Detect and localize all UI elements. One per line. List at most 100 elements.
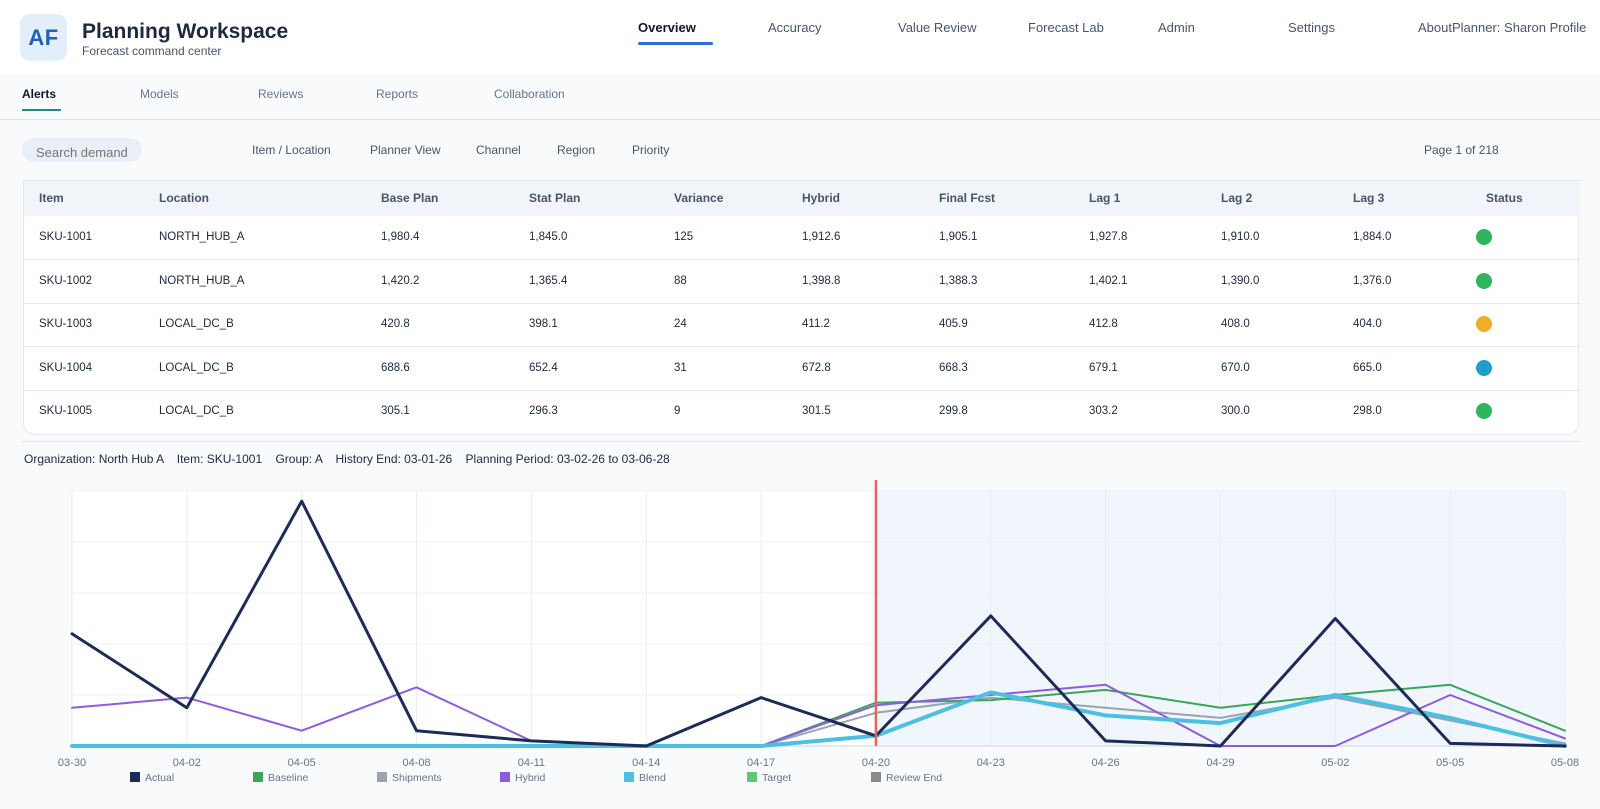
legend-swatch <box>130 772 140 782</box>
subtab-models[interactable]: Models <box>140 87 179 101</box>
table-cell: 405.9 <box>939 318 968 330</box>
x-tick-label: 03-30 <box>58 757 86 769</box>
nav-tab-forecast-lab[interactable]: Forecast Lab <box>1028 20 1104 35</box>
status-indicator <box>1476 403 1492 419</box>
table-cell: LOCAL_DC_B <box>159 318 234 330</box>
column-header[interactable]: Variance <box>674 191 724 205</box>
legend-swatch <box>253 772 263 782</box>
table-cell: 301.5 <box>802 405 831 417</box>
x-tick-label: 04-20 <box>862 757 890 769</box>
x-tick-label: 05-02 <box>1321 757 1349 769</box>
table-cell: 1,845.0 <box>529 231 568 243</box>
table-cell: SKU-1001 <box>39 231 93 243</box>
table-cell: 411.2 <box>802 318 830 330</box>
nav-tab-accuracy[interactable]: Accuracy <box>768 20 822 35</box>
table-cell: 688.6 <box>381 361 410 374</box>
table-cell: NORTH_HUB_A <box>159 231 245 243</box>
nav-tab-value-review[interactable]: Value Review <box>898 20 977 35</box>
app-subtitle: Forecast command center <box>82 44 222 58</box>
table-cell: 665.0 <box>1353 361 1382 374</box>
table-row[interactable]: SKU-1003 LOCAL_DC_B 420.8 398.1 24 411.2 405.9… <box>24 303 1580 347</box>
x-tick-label: 05-05 <box>1436 757 1464 769</box>
table-cell: LOCAL_DC_B <box>159 405 234 417</box>
nav-tab-about[interactable]: About <box>1418 20 1452 35</box>
user-profile-menu[interactable]: Planner: Sharon Profile <box>1452 20 1587 35</box>
table-cell: LOCAL_DC_B <box>159 361 234 374</box>
filter-item-location[interactable]: Item / Location <box>252 143 331 157</box>
active-subtab-indicator <box>22 109 61 111</box>
top-header: AF Planning Workspace Forecast command c… <box>0 0 1600 74</box>
legend-swatch <box>871 772 881 782</box>
nav-tab-settings[interactable]: Settings <box>1288 20 1335 35</box>
column-header[interactable]: Final Fcst <box>939 191 996 205</box>
table-cell: 1,390.0 <box>1221 274 1260 287</box>
subtab-collaboration[interactable]: Collaboration <box>494 87 565 101</box>
divider <box>22 441 1580 442</box>
table-row[interactable]: SKU-1001 NORTH_HUB_A 1,980.4 1,845.0 125 1,91… <box>24 216 1580 260</box>
x-tick-label: 04-11 <box>518 757 545 769</box>
table-cell: 31 <box>674 361 687 374</box>
x-tick-label: 04-14 <box>632 757 660 769</box>
subtab-reviews[interactable]: Reviews <box>258 87 304 101</box>
table-cell: SKU-1002 <box>39 274 93 287</box>
table-cell: 300.0 <box>1221 405 1250 417</box>
nav-tab-overview[interactable]: Overview <box>638 20 696 35</box>
x-tick-label: 04-29 <box>1206 757 1234 769</box>
legend-label: Shipments <box>392 772 442 784</box>
filter-channel[interactable]: Channel <box>476 143 521 157</box>
table-cell: 1,398.8 <box>802 274 841 287</box>
table-cell: SKU-1003 <box>39 318 93 330</box>
column-header[interactable]: Location <box>159 191 209 205</box>
table-cell: 1,980.4 <box>381 231 420 243</box>
column-header[interactable]: Item <box>39 191 64 205</box>
subtab-reports[interactable]: Reports <box>376 87 419 101</box>
column-header[interactable]: Lag 3 <box>1353 191 1385 205</box>
table-cell: 296.3 <box>529 405 558 417</box>
table-row[interactable]: SKU-1002 NORTH_HUB_A 1,420.2 1,365.4 88 1,398… <box>24 260 1580 304</box>
context-info: Organization: North Hub A Item: SKU-1001… <box>24 452 670 466</box>
column-header[interactable]: Hybrid <box>802 191 841 205</box>
x-tick-label: 04-23 <box>977 757 1005 769</box>
x-tick-label: 04-02 <box>173 757 201 769</box>
status-indicator <box>1476 359 1492 376</box>
table-row[interactable]: SKU-1004 LOCAL_DC_B 688.6 652.4 31 672.8 668.3… <box>24 347 1580 391</box>
pagination-label: Page 1 of 218 <box>1424 143 1499 157</box>
table-cell: 412.8 <box>1089 318 1118 330</box>
table-cell: 1,910.0 <box>1221 231 1260 243</box>
table-cell: 668.3 <box>939 361 968 374</box>
column-header[interactable]: Stat Plan <box>529 191 581 205</box>
app-title: Planning Workspace <box>82 20 289 43</box>
table-cell: 420.8 <box>381 318 410 330</box>
table-cell: 1,402.1 <box>1089 274 1128 287</box>
column-header[interactable]: Status <box>1486 191 1523 205</box>
x-tick-label: 04-17 <box>747 757 775 769</box>
top-nav: Overview Accuracy Value Review Forecast … <box>0 20 1600 50</box>
table-cell: 125 <box>674 231 694 243</box>
legend-swatch <box>377 772 387 782</box>
filter-priority[interactable]: Priority <box>632 143 670 157</box>
subtab-alerts[interactable]: Alerts <box>22 87 57 101</box>
legend-swatch <box>624 772 634 782</box>
legend-label: Target <box>762 772 791 784</box>
table-cell: 1,884.0 <box>1353 231 1392 243</box>
legend-label: Actual <box>145 772 174 784</box>
search-input[interactable] <box>22 138 142 162</box>
table-cell: 298.0 <box>1353 405 1382 417</box>
x-tick-label: 04-05 <box>288 757 316 769</box>
nav-tab-admin[interactable]: Admin <box>1158 20 1195 35</box>
series-line-blend <box>70 690 1567 748</box>
table-cell: 404.0 <box>1353 318 1382 330</box>
table-cell: 408.0 <box>1221 318 1250 330</box>
column-header[interactable]: Base Plan <box>381 191 439 205</box>
forecast-chart: 03-30 04-02 04-05 04-08 04-11 04-14 04-17 04-20… <box>58 480 1579 784</box>
column-header[interactable]: Lag 2 <box>1221 191 1253 205</box>
table-cell: 1,927.8 <box>1089 231 1128 243</box>
status-indicator <box>1476 316 1492 332</box>
filter-region[interactable]: Region <box>557 143 596 157</box>
forecast-table: Item Location Base Plan Stat Plan Variance Hy… <box>23 180 1580 435</box>
table-cell: NORTH_HUB_A <box>159 274 245 287</box>
filter-planner-view[interactable]: Planner View <box>370 143 441 157</box>
table-row[interactable]: SKU-1005 LOCAL_DC_B 305.1 296.3 9 301.5 299.8 3… <box>24 390 1580 434</box>
column-header[interactable]: Lag 1 <box>1089 191 1121 205</box>
